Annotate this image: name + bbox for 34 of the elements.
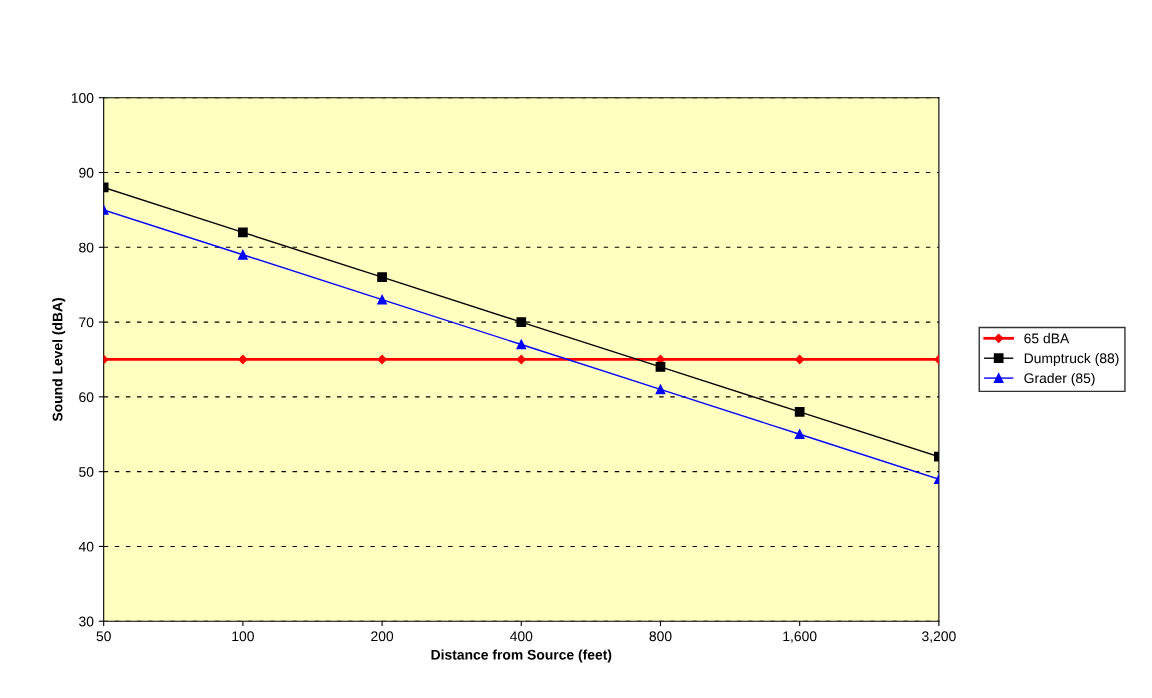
x-tick-label: 200 xyxy=(371,631,394,642)
y-tick-label: 80 xyxy=(79,242,94,253)
y-tick-label: 40 xyxy=(78,541,94,552)
legend-label: Grader (85) xyxy=(1024,372,1095,386)
y-tick-label: 60 xyxy=(79,392,94,403)
point xyxy=(516,339,527,350)
point xyxy=(795,354,805,365)
point xyxy=(238,354,248,365)
point xyxy=(794,429,805,440)
point xyxy=(377,354,387,365)
point xyxy=(794,406,805,417)
point xyxy=(238,249,248,260)
y-tick-label: 50 xyxy=(79,466,94,477)
point xyxy=(655,362,666,372)
x-tick-label: 50 xyxy=(96,631,111,642)
legend-label: Dumptruck (88) xyxy=(1024,353,1119,366)
x-tick-label: 1,600 xyxy=(783,631,817,643)
y-tick-label: 30 xyxy=(79,616,94,627)
y-tick-label: 70 xyxy=(79,317,94,328)
point xyxy=(516,354,526,365)
x-tick-label: 3,200 xyxy=(922,631,956,643)
x-tick-label: 800 xyxy=(649,631,672,642)
x-tick-label: 100 xyxy=(232,631,254,642)
point xyxy=(655,384,666,395)
y-tick-label: 100 xyxy=(71,93,94,103)
legend-label: 65 dBA xyxy=(1024,333,1070,344)
x-tick-label: 400 xyxy=(510,631,533,642)
y-tick-label: 90 xyxy=(79,167,94,178)
point xyxy=(377,294,387,305)
point xyxy=(516,317,527,327)
x-axis-title: Distance from Source (feet) xyxy=(431,649,612,663)
point xyxy=(238,227,248,238)
y-axis-title: Sound Level (dBA) xyxy=(52,298,66,422)
point xyxy=(377,272,387,283)
